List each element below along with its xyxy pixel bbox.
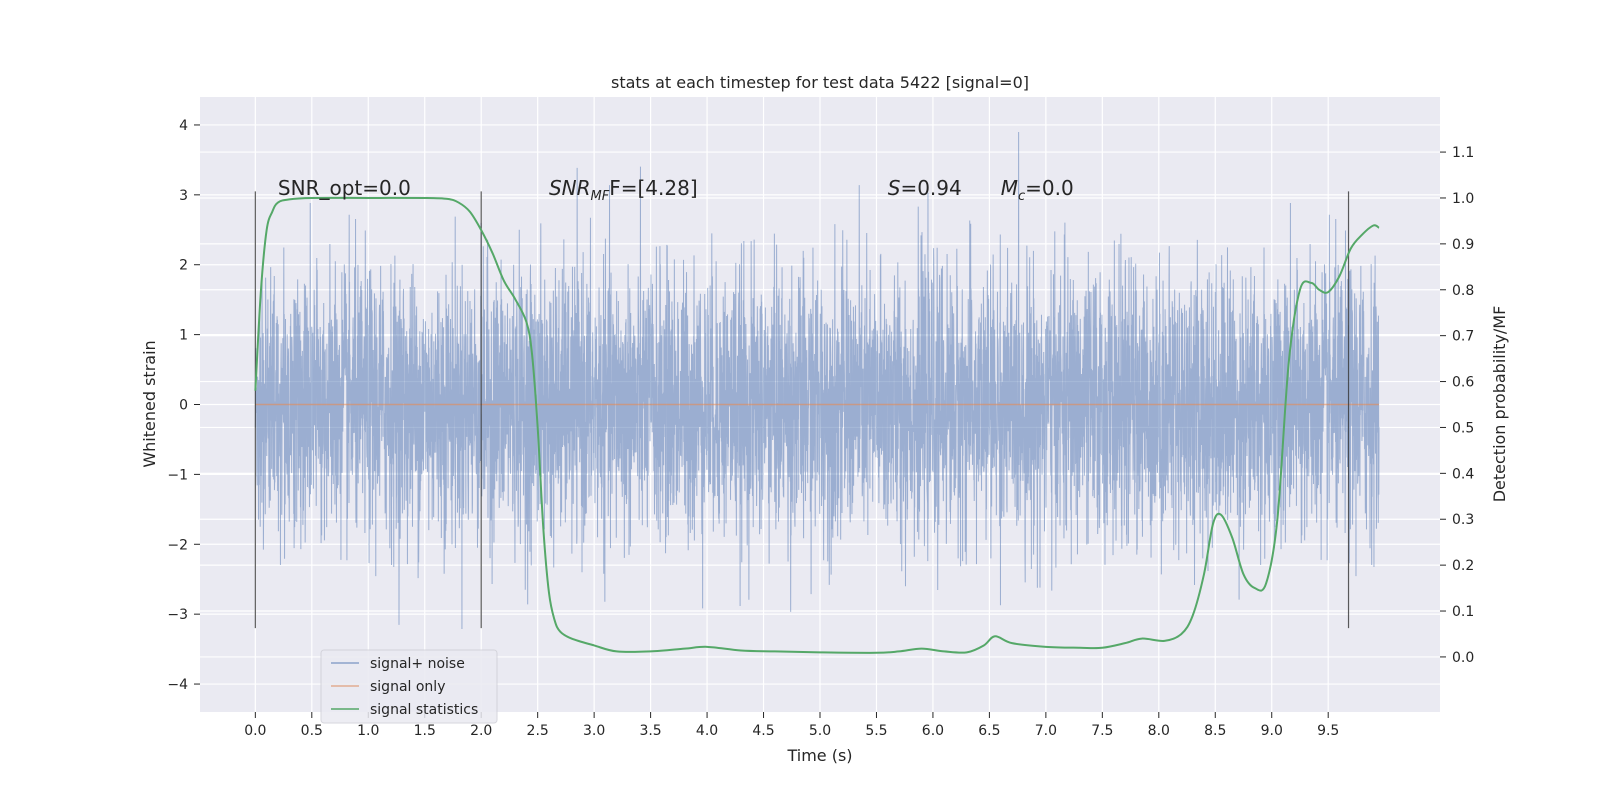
y-tick-label: 3 [179,188,188,204]
x-tick-label: 4.0 [696,723,718,739]
right-y-tick-label: 0.8 [1452,283,1474,299]
legend-label-signal-only: signal only [370,679,445,695]
x-tick-label: 8.0 [1148,723,1170,739]
x-tick-label: 6.5 [978,723,1000,739]
y-tick-label: 0 [179,398,188,414]
right-y-axis-label: Detection probability/MF [1490,306,1509,503]
chart-title: stats at each timestep for test data 542… [611,73,1029,92]
legend-box [320,649,498,724]
series-signal-statistics [254,196,1380,654]
x-tick-label: 0.0 [244,723,266,739]
x-tick-label: 8.5 [1204,723,1226,739]
annotations: SNR_opt=0.0 SNRMFF=[4.28] S=0.94 Mc=0.0 [278,176,1074,204]
y-tick-label: −3 [167,607,188,623]
right-y-tick-label: 0.6 [1452,375,1474,391]
right-y-tick-label: 0.0 [1452,650,1474,666]
x-tick-label: 5.0 [809,723,831,739]
y-axis-ticks: 4 3 2 1 0 −1 −2 −3 −4 [167,118,200,693]
x-tick-label: 1.5 [414,723,436,739]
right-y-tick-label: 0.7 [1452,329,1474,345]
annotation-3: Mc=0.0 [1001,176,1074,204]
x-tick-label: 4.5 [752,723,774,739]
right-y-tick-label: 0.9 [1452,237,1474,253]
x-tick-label: 1.0 [357,723,379,739]
y-axis-label: Whitened strain [140,340,159,467]
x-tick-label: 2.5 [527,723,549,739]
annotation-2: S=0.94 [888,176,962,200]
right-y-tick-label: 1.0 [1452,191,1474,207]
legend: signal+ noise signal only signal statist… [320,649,498,724]
y-tick-label: −1 [167,467,188,483]
right-y-tick-label: 0.4 [1452,466,1474,482]
signal-noise-line [254,131,1380,630]
y-tick-label: −4 [167,677,188,693]
x-tick-label: 9.5 [1317,723,1339,739]
x-tick-label: 5.5 [865,723,887,739]
x-tick-label: 7.5 [1091,723,1113,739]
x-tick-label: 0.5 [301,723,323,739]
right-y-tick-label: 1.1 [1452,145,1474,161]
right-y-tick-label: 0.1 [1452,604,1474,620]
y-tick-label: −2 [167,537,188,553]
annotation-0: SNR_opt=0.0 [278,176,411,200]
series-signal-noise [254,131,1380,630]
x-tick-label: 6.0 [922,723,944,739]
x-axis-ticks: 0.0 0.5 1.0 1.5 2.0 2.5 3.0 3.5 4.0 4.5 5.0 5.5 6.0 6… [244,712,1339,739]
legend-label-signal-statistics: signal statistics [370,702,478,718]
vertical-marker-lines [254,191,1350,629]
annotation-1: SNRMFF=[4.28] [549,176,698,204]
y-tick-label: 4 [179,118,188,134]
x-tick-label: 7.0 [1035,723,1057,739]
y-tick-label: 2 [179,258,188,274]
x-tick-label: 9.0 [1261,723,1283,739]
legend-label-signal-noise: signal+ noise [370,656,465,672]
right-y-tick-label: 0.2 [1452,558,1474,574]
right-y-axis-ticks: 1.1 1.0 0.9 0.8 0.7 0.6 0.5 0.4 0.3 0.2 0.1 0.0 [1440,145,1474,666]
x-tick-label: 3.5 [639,723,661,739]
signal-statistics-line [254,196,1380,654]
x-tick-label: 3.0 [583,723,605,739]
y-tick-label: 1 [179,328,188,344]
x-axis-label: Time (s) [786,746,852,765]
right-y-tick-label: 0.3 [1452,512,1474,528]
x-tick-label: 2.0 [470,723,492,739]
right-y-tick-label: 0.5 [1452,420,1474,436]
